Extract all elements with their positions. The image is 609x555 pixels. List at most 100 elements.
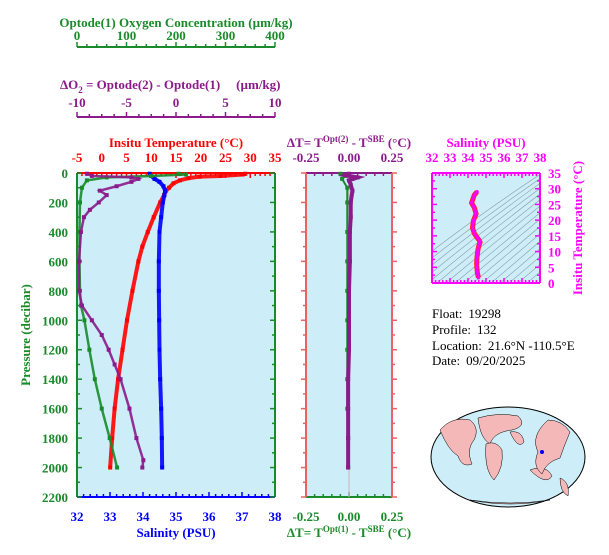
location-label: Location:: [432, 338, 482, 353]
series-salinity-point: [157, 347, 162, 352]
salinity-axis-title: Salinity (PSU): [136, 525, 215, 540]
delta-t-series-2-point: [343, 173, 348, 178]
temperature-axis-title: Insitu Temperature (°C): [109, 135, 243, 150]
series-salinity-point: [158, 377, 163, 382]
temperature-axis-tick-label: 15: [170, 150, 184, 165]
pressure-axis-tick-label: 1200: [42, 343, 68, 358]
delta-t-series-1-point: [345, 229, 350, 234]
svg-text:Location:21.6°N -110.5°E: Location: 21.6°N -110.5°E: [432, 338, 575, 353]
delta-t-series-2-point: [347, 259, 352, 264]
ts-salinity-title: Salinity (PSU): [446, 135, 525, 150]
ts-point: [476, 275, 481, 280]
svg-text:Float:19298: Float: 19298: [432, 306, 501, 321]
pressure-axis-tick-label: 200: [49, 195, 69, 210]
series-oxygen-point: [77, 200, 82, 205]
series-delta-o2-point: [96, 200, 101, 205]
series-oxygen-point: [79, 185, 84, 190]
location-value: 21.6°N -110.5°E: [488, 338, 575, 353]
pressure-axis-tick-label: 1000: [42, 313, 68, 328]
series-delta-o2-point: [129, 179, 134, 184]
delta-t-top-axis-tick-label: 0.25: [381, 150, 404, 165]
series-temperature-point: [120, 347, 125, 352]
series-delta-o2-point: [87, 207, 92, 212]
ts-salinity-top-axis-tick-label: 37: [516, 150, 530, 165]
density-contour: [432, 188, 540, 273]
svg-text:Profile:132: Profile: 132: [432, 322, 497, 337]
series-oxygen-point: [107, 436, 112, 441]
series-delta-o2-point: [76, 259, 81, 264]
pressure-axis-tick-label: 1400: [42, 372, 68, 387]
ts-salinity-top-axis-tick-label: 33: [444, 150, 458, 165]
series-salinity-point: [160, 465, 165, 470]
ts-point: [475, 190, 479, 194]
pressure-axis-title: Pressure (decibar): [18, 284, 33, 386]
series-temperature-point: [124, 318, 129, 323]
series-salinity-point: [162, 193, 167, 198]
series-salinity-point: [163, 188, 168, 193]
delta-t-series-1-point: [345, 185, 350, 190]
ts-temp-axis-tick-label: 25: [548, 197, 562, 212]
ts-point: [476, 248, 480, 252]
series-delta-o2-point: [84, 171, 89, 176]
series-temperature-point: [167, 185, 172, 190]
delta-t-bottom-title: ΔT= TOpt(1) - TSBE (°C): [287, 524, 411, 540]
ts-point: [472, 231, 477, 236]
delta-t-series-2-point: [346, 406, 351, 411]
ts-temp-axis-tick-label: 20: [548, 213, 561, 228]
series-delta-o2-point: [136, 176, 141, 181]
delta-t-series-2-point: [346, 377, 351, 382]
ts-point: [477, 244, 481, 248]
oxygen-axis-tick-label: 200: [166, 28, 186, 43]
series-temperature-point: [136, 259, 141, 264]
delta-t-series-1-point: [338, 171, 343, 176]
ts-salinity-top-axis-tick-label: 35: [480, 150, 494, 165]
series-delta-o2-point: [134, 436, 139, 441]
series-salinity-point: [152, 176, 157, 181]
world-map: [430, 406, 586, 508]
series-delta-o2-point: [78, 229, 83, 234]
ts-point: [475, 255, 479, 260]
ts-temp-axis-tick-label: 0: [548, 276, 555, 291]
ts-temperature-title: Insitu Temperature (°C): [570, 161, 585, 295]
series-delta-o2-point: [81, 215, 86, 220]
delta-o2-axis-tick-label: 0: [173, 95, 180, 110]
oxygen-axis-title: Optode(1) Oxygen Concentration (µm/kg): [59, 15, 292, 30]
delta-t-series-2-point: [348, 182, 353, 187]
float-info: Float: 19298 Profile: 132 Location: 21.6°N …: [432, 306, 575, 368]
temperature-axis-tick-label: 25: [219, 150, 233, 165]
series-salinity-point: [161, 184, 166, 189]
delta-t-bottom-axis-tick-label: 0.25: [381, 509, 404, 524]
delta-t-series-2-point: [346, 465, 351, 470]
pressure-axis-tick-label: 400: [49, 225, 69, 240]
temperature-axis-tick-label: 30: [244, 150, 257, 165]
series-oxygen-point: [115, 465, 120, 470]
ts-temp-axis-tick-label: 5: [548, 260, 555, 275]
delta-o2-axis-tick-label: 5: [222, 95, 229, 110]
series-delta-o2-point: [79, 303, 84, 308]
delta-t-top-axis-tick-label: -0.25: [292, 150, 320, 165]
land-masses: [439, 414, 571, 505]
series-delta-o2-point: [76, 288, 81, 293]
series-temperature-point: [158, 200, 163, 205]
pressure-axis-tick-label: 800: [49, 284, 69, 299]
series-oxygen-point: [99, 406, 104, 411]
salinity-axis-tick-label: 33: [104, 509, 118, 524]
pressure-axis-tick-label: 2000: [42, 461, 68, 476]
salinity-axis-tick-label: 36: [203, 509, 217, 524]
pressure-axis-tick-label: 1800: [42, 431, 68, 446]
density-contour: [517, 263, 540, 283]
salinity-axis-tick-label: 35: [170, 509, 184, 524]
density-contour: [508, 256, 540, 283]
delta-t-series-2-point: [347, 318, 351, 323]
density-contour: [445, 205, 540, 283]
float-value: 19298: [468, 306, 501, 321]
pressure-axis-tick-label: 0: [62, 166, 69, 181]
ts-temp-axis-tick-label: 35: [548, 166, 562, 181]
series-salinity-point: [159, 215, 164, 220]
series-delta-o2-point: [140, 465, 145, 470]
oxygen-axis-tick-label: 400: [265, 28, 285, 43]
svg-text:Date:09/20/2025: Date: 09/20/2025: [432, 353, 525, 368]
delta-o2-axis-title: ΔO2 = Optode(2) - Optode(1) (µm/kg): [60, 77, 281, 95]
temperature-axis-tick-label: -5: [72, 150, 83, 165]
ts-point: [469, 201, 474, 205]
